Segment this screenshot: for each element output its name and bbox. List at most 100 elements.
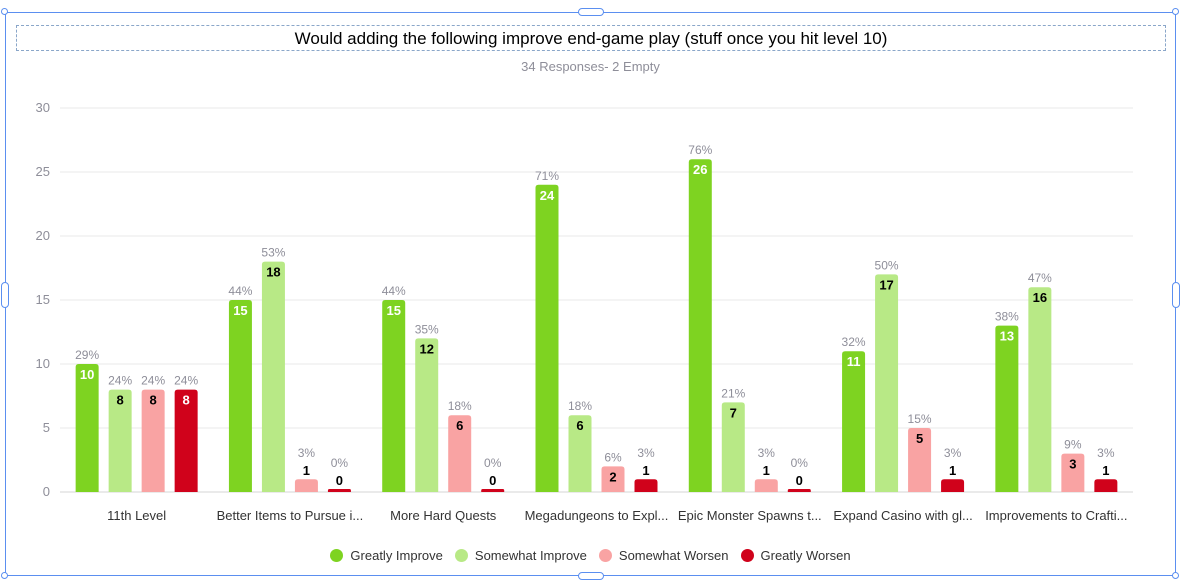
bar (294, 479, 318, 492)
bar (787, 489, 811, 492)
bar (842, 351, 866, 492)
bar-percent-label: 18% (448, 399, 472, 413)
bar-value-label: 0 (796, 473, 803, 488)
legend-swatch (598, 549, 612, 562)
bar-value-label: 8 (150, 393, 157, 408)
bar-value-label: 17 (879, 277, 893, 292)
resize-handle-bottom-left[interactable] (1, 572, 8, 579)
bar (327, 489, 351, 492)
bar (601, 466, 625, 492)
bar-percent-label: 18% (568, 399, 592, 413)
bar-percent-label: 0% (484, 456, 502, 470)
bar-value-label: 15 (386, 303, 400, 318)
chart-subtitle: 34 Responses- 2 Empty (521, 59, 660, 74)
bar (415, 338, 439, 492)
bar (141, 389, 165, 492)
resize-handle-bottom-right[interactable] (1172, 572, 1179, 579)
bar (875, 274, 899, 492)
bar-value-label: 16 (1033, 290, 1047, 305)
legend-swatch (330, 549, 344, 562)
y-tick-label: 15 (36, 292, 50, 307)
x-category-label: Better Items to Pursue i... (217, 508, 364, 523)
bar-percent-label: 9% (1064, 438, 1082, 452)
legend-label: Somewhat Improve (474, 548, 587, 563)
bar (754, 479, 778, 492)
bar-value-label: 1 (1102, 463, 1109, 478)
bar (1061, 453, 1085, 492)
bar-percent-label: 6% (604, 450, 622, 464)
y-tick-label: 0 (43, 484, 50, 499)
bar-percent-label: 15% (908, 412, 932, 426)
y-tick-label: 30 (36, 100, 50, 115)
resize-handle-bottom[interactable] (578, 572, 604, 580)
bar (995, 325, 1019, 492)
bar (108, 389, 132, 492)
bar-value-label: 1 (949, 463, 956, 478)
bar-percent-label: 44% (382, 284, 406, 298)
bar-value-label: 26 (693, 162, 707, 177)
chart-title[interactable]: Would adding the following improve end-g… (16, 25, 1166, 51)
legend-label: Somewhat Worsen (618, 548, 729, 563)
resize-handle-top-right[interactable] (1172, 8, 1179, 15)
bar-value-label: 8 (183, 393, 190, 408)
bar (721, 402, 745, 492)
legend-item[interactable]: Greatly Improve (330, 548, 443, 563)
bar-percent-label: 0% (331, 456, 349, 470)
bar (535, 184, 559, 493)
chart-legend: Greatly Improve Somewhat Improve Somewhat … (0, 548, 1181, 563)
bar-value-label: 5 (916, 431, 923, 446)
bar-percent-label: 47% (1028, 271, 1052, 285)
bar-value-label: 1 (303, 463, 310, 478)
bar (908, 428, 932, 492)
legend-item[interactable]: Somewhat Improve (454, 548, 587, 563)
bar-percent-label: 38% (995, 310, 1019, 324)
x-category-label: 11th Level (107, 508, 166, 523)
bar-value-label: 0 (336, 473, 343, 488)
bar (75, 364, 99, 492)
x-category-label: Megadungeons to Expl... (525, 508, 669, 523)
legend-swatch (740, 549, 754, 562)
bar (382, 300, 406, 492)
bar-percent-label: 71% (535, 169, 559, 183)
bar-value-label: 1 (642, 463, 649, 478)
legend-label: Greatly Improve (350, 548, 443, 563)
bar (228, 300, 252, 492)
bar-percent-label: 29% (75, 348, 99, 362)
bar-value-label: 6 (456, 418, 463, 433)
bar-percent-label: 76% (688, 143, 712, 157)
x-category-label: Expand Casino with gl... (833, 508, 972, 523)
bar-percent-label: 24% (141, 374, 165, 388)
legend-item[interactable]: Somewhat Worsen (598, 548, 729, 563)
bar-percent-label: 44% (228, 284, 252, 298)
bar-percent-label: 53% (261, 246, 285, 260)
resize-handle-top[interactable] (578, 8, 604, 16)
y-tick-label: 5 (43, 420, 50, 435)
resize-handle-right[interactable] (1172, 282, 1180, 308)
bar-value-label: 11 (847, 354, 861, 369)
y-tick-label: 25 (36, 164, 50, 179)
bar-percent-label: 21% (721, 386, 745, 400)
bar (634, 479, 658, 492)
legend-item[interactable]: Greatly Worsen (740, 548, 851, 563)
legend-label: Greatly Worsen (760, 548, 851, 563)
y-tick-label: 10 (36, 356, 50, 371)
bar-value-label: 1 (763, 463, 770, 478)
bar-value-label: 18 (266, 265, 280, 280)
resize-handle-top-left[interactable] (1, 8, 8, 15)
bar-value-label: 2 (609, 469, 616, 484)
bar (261, 261, 285, 492)
resize-handle-left[interactable] (1, 282, 9, 308)
bar-percent-label: 50% (875, 258, 899, 272)
bar (1094, 479, 1118, 492)
x-category-label: More Hard Quests (390, 508, 497, 523)
bar-percent-label: 3% (1097, 446, 1115, 460)
bar (448, 415, 472, 492)
bar (174, 389, 198, 492)
bar (688, 159, 712, 492)
bar-percent-label: 0% (791, 456, 809, 470)
bar-value-label: 0 (489, 473, 496, 488)
bar-value-label: 7 (730, 405, 737, 420)
x-category-label: Epic Monster Spawns t... (678, 508, 822, 523)
y-tick-label: 20 (36, 228, 50, 243)
